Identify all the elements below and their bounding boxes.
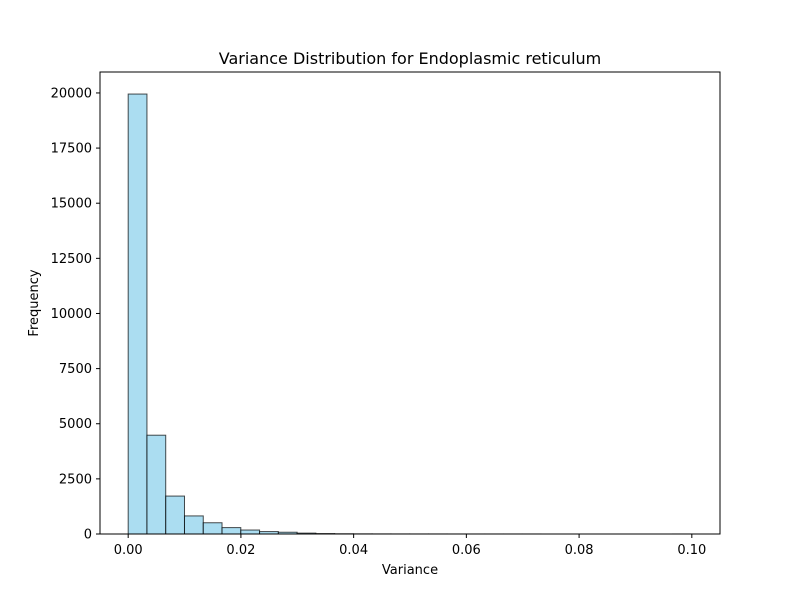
histogram-bar	[166, 496, 185, 534]
x-tick-label: 0.06	[452, 543, 481, 558]
y-tick-label: 10000	[51, 307, 92, 322]
x-axis: 0.00 0.02 0.04 0.06 0.08 0.10	[114, 534, 707, 558]
chart-title: Variance Distribution for Endoplasmic re…	[219, 49, 601, 68]
y-axis: 0 2500 5000 7500 10000 12500 15000 17500 20000	[51, 86, 100, 542]
y-tick-label: 17500	[51, 142, 92, 157]
histogram-bar	[222, 528, 241, 534]
x-tick-label: 0.08	[565, 543, 594, 558]
histogram-bar	[128, 94, 147, 534]
histogram-bar	[147, 435, 166, 534]
x-tick-label: 0.04	[339, 543, 368, 558]
y-axis-label: Frequency	[27, 269, 42, 336]
y-tick-label: 15000	[51, 197, 92, 212]
y-tick-label: 12500	[51, 252, 92, 267]
histogram-bar	[184, 516, 203, 534]
bars-layer	[128, 94, 691, 534]
histogram-bar	[241, 530, 260, 534]
x-tick-label: 0.10	[677, 543, 706, 558]
y-tick-label: 0	[84, 528, 92, 543]
y-tick-label: 5000	[59, 417, 92, 432]
axes-frame	[100, 72, 720, 534]
x-tick-label: 0.02	[226, 543, 255, 558]
x-tick-label: 0.00	[114, 543, 143, 558]
y-tick-label: 20000	[51, 86, 92, 101]
x-axis-label: Variance	[382, 563, 438, 578]
histogram-bar	[203, 523, 222, 534]
y-tick-label: 7500	[59, 362, 92, 377]
y-tick-label: 2500	[59, 472, 92, 487]
